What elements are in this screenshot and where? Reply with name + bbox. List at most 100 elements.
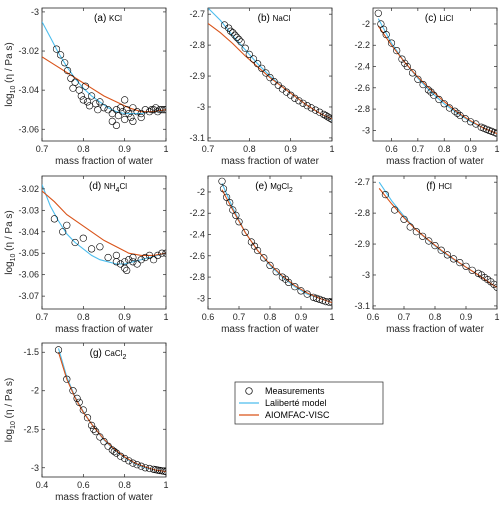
series-line-aiomfac xyxy=(378,188,497,288)
data-point xyxy=(303,290,311,298)
data-point xyxy=(237,38,245,46)
data-point xyxy=(56,51,65,59)
panel-title: (b) NaCl xyxy=(258,13,291,24)
data-point xyxy=(125,109,133,118)
data-point xyxy=(59,228,67,236)
y-tick-label: -2.6 xyxy=(354,83,370,93)
data-point xyxy=(472,120,480,128)
data-point xyxy=(63,375,71,383)
y-tick-label: -2 xyxy=(31,386,39,396)
axes-box xyxy=(41,342,167,478)
series-line-laliberte xyxy=(42,184,166,265)
data-point xyxy=(71,238,79,247)
data-point xyxy=(381,191,390,199)
data-point xyxy=(63,221,71,229)
data-point xyxy=(90,425,98,433)
data-point xyxy=(116,260,125,268)
data-point xyxy=(443,251,452,259)
y-tick-label: -2.4 xyxy=(354,62,370,72)
data-point xyxy=(260,254,268,262)
data-point xyxy=(450,255,458,263)
axes-box xyxy=(41,7,167,142)
data-point xyxy=(226,199,234,207)
x-tick-label: 0.6 xyxy=(367,312,380,322)
y-tick-label: -2.7 xyxy=(189,9,205,19)
data-point xyxy=(245,50,253,59)
data-point xyxy=(456,259,464,267)
data-point xyxy=(162,249,166,257)
data-point xyxy=(87,245,96,253)
data-point xyxy=(160,106,166,114)
y-tick-label: -3 xyxy=(31,463,39,473)
data-point xyxy=(141,106,149,114)
data-point xyxy=(254,60,262,68)
data-point xyxy=(100,438,108,446)
y-tick-label: -3 xyxy=(197,293,205,303)
x-tick-label: 0.9 xyxy=(295,312,308,322)
data-point xyxy=(141,253,149,262)
data-point xyxy=(406,223,414,231)
x-tick-label: 0.7 xyxy=(398,312,411,322)
data-point xyxy=(266,73,274,82)
panel-title: (c) LiCl xyxy=(425,13,453,24)
data-point xyxy=(324,113,332,121)
y-tick-label: -2.8 xyxy=(354,208,370,218)
data-point xyxy=(412,228,421,236)
x-axis-label: mass fraction of water xyxy=(55,156,153,167)
data-point xyxy=(96,243,104,251)
data-point xyxy=(77,92,85,100)
x-tick-label: 0.9 xyxy=(118,144,131,154)
y-tick-label: -3 xyxy=(362,270,370,280)
data-point xyxy=(112,258,120,266)
data-point xyxy=(52,45,61,53)
data-point xyxy=(83,98,92,106)
y-tick-label: -3.04 xyxy=(18,227,39,237)
data-point xyxy=(311,106,320,114)
y-axis-label: log10 (η / Pa s) xyxy=(4,378,17,443)
panel-d: 0.7 0.8 0.9 1 -3.02 -3.03 -3.04 -3.05 -3.06 -3.07… xyxy=(4,175,169,335)
panel-title: (f) HCl xyxy=(426,181,452,192)
y-axis-label: log10 (η / Pa s) xyxy=(4,42,17,107)
data-point xyxy=(219,185,228,193)
x-tick-label: 0.9 xyxy=(460,312,473,322)
x-tick-label: 0.6 xyxy=(385,144,398,154)
legend: Measurements Laliberté model AIOMFAC-VISC xyxy=(234,381,384,425)
data-point xyxy=(398,55,406,63)
legend-label: Laliberté model xyxy=(265,398,327,408)
x-tick-label: 0.7 xyxy=(36,312,49,322)
y-tick-label: -2.6 xyxy=(189,251,205,261)
data-point xyxy=(75,398,83,406)
data-point xyxy=(227,27,235,35)
data-point xyxy=(112,121,120,129)
data-point xyxy=(137,113,145,122)
series-line-aiomfac xyxy=(57,352,166,473)
data-point xyxy=(79,96,87,104)
data-point xyxy=(73,394,81,403)
data-point xyxy=(96,433,104,441)
x-tick-label: 0.7 xyxy=(202,144,215,154)
data-point xyxy=(125,256,133,264)
x-tick-label: 0.8 xyxy=(264,312,277,322)
data-point xyxy=(258,64,266,72)
data-point xyxy=(322,111,330,120)
data-point xyxy=(129,253,137,262)
data-point xyxy=(456,111,464,120)
data-point xyxy=(71,78,79,86)
y-tick-label: -3 xyxy=(362,125,370,135)
data-point xyxy=(291,283,299,291)
y-tick-label: -3.03 xyxy=(18,205,39,215)
data-point xyxy=(445,104,454,112)
x-tick-label: 1 xyxy=(329,312,334,322)
x-tick-label: 0.7 xyxy=(412,144,425,154)
y-tick-label: -3.06 xyxy=(18,270,39,280)
data-point xyxy=(156,106,164,114)
y-tick-label: -2.8 xyxy=(189,40,205,50)
x-tick-label: 0.6 xyxy=(202,312,215,322)
data-point xyxy=(223,193,231,201)
data-point xyxy=(229,29,237,37)
panel-a: 0.7 0.8 0.9 1 -3 -3.02 -3.04 -3.06 mass fraction… xyxy=(4,7,169,167)
plot-area xyxy=(378,181,497,291)
legend-box xyxy=(234,381,384,425)
data-point xyxy=(468,266,476,274)
data-point xyxy=(150,256,158,264)
